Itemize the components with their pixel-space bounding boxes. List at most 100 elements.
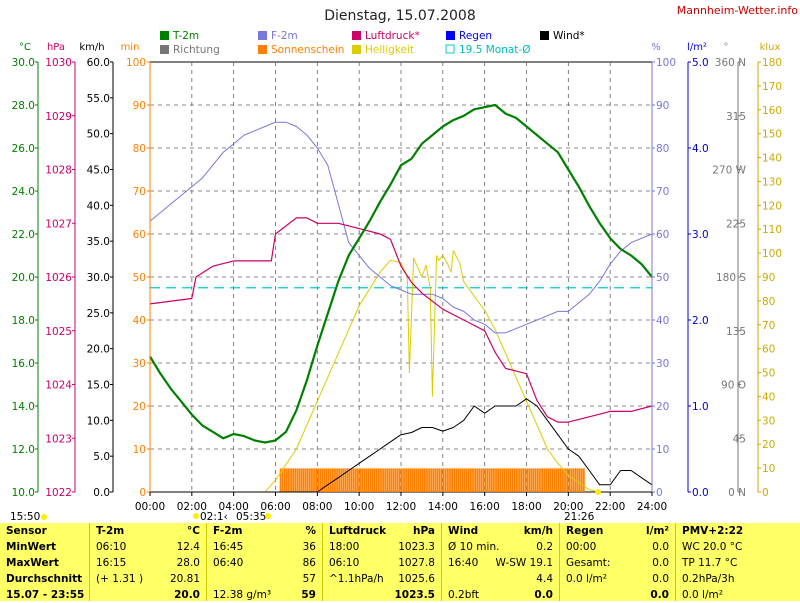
table-header: Wind km/h [442, 523, 559, 539]
axis-tick-label: 45.0 [87, 165, 110, 177]
sunshine-bar [516, 468, 518, 492]
sun-marker-icon [193, 513, 199, 519]
axis-tick-label: 10 [133, 444, 146, 456]
sunshine-bar [482, 468, 485, 492]
sunshine-bar [421, 468, 424, 492]
axis-tick-label: 20 [656, 401, 669, 413]
table-row: 15.07 - 23:55 [0, 587, 89, 603]
sunshine-bar [566, 468, 569, 492]
x-axis: 00:00 02:00 04:00 06:00 08:00 10:00 12:00 14:00… [135, 492, 667, 513]
axis-tick-label: 20 [133, 401, 146, 413]
table-header-unit: l/m² [646, 525, 669, 537]
table-column: PMV+2:22 WC 20.0 °C TP 11.7 °C 0.2hPa/3h 0.0… [676, 523, 800, 601]
table-header: F-2m% [207, 523, 322, 539]
legend-swatch [258, 31, 267, 40]
sunshine-bar [459, 468, 462, 492]
axis-tick-label: 90 [656, 100, 669, 112]
axis-tick-label: 10.0 [87, 415, 110, 427]
sunshine-bar [467, 468, 470, 492]
sunshine-bar [539, 468, 541, 492]
site-link[interactable]: Mannheim-Wetter.info [677, 4, 799, 17]
sunshine-bar [348, 468, 351, 492]
sunshine-bar [288, 468, 290, 492]
legend-swatch [540, 31, 549, 40]
axis-tick-label: 16.0 [12, 358, 35, 370]
sunshine-bar [384, 468, 387, 492]
sunshine-bar [329, 468, 332, 492]
axis-tick-label: 30 [762, 415, 775, 427]
x-axis-tick-label: 16:00 [470, 501, 500, 513]
sunshine-bar [465, 468, 468, 492]
sunshine-bar [319, 468, 322, 492]
table-row: (+ 1.31 ) 20.81 [90, 571, 206, 587]
table-header-label: Luftdruck [329, 525, 387, 537]
sunshine-bar [327, 468, 330, 492]
sunshine-bar [357, 468, 359, 492]
table-cell: MinWert [6, 541, 57, 553]
table-cell-value: 1023.5 [394, 589, 435, 601]
sunshine-bar [292, 468, 295, 492]
axis-tick-label: 80 [762, 296, 775, 308]
legend-swatch [445, 44, 455, 54]
table-cell-value: 1027.8 [398, 557, 435, 569]
sunshine-bar [336, 468, 338, 492]
axis-tick-label: 90 O [721, 380, 746, 392]
legend-label: Regen [459, 30, 492, 42]
table-cell-value: 28.0 [176, 557, 200, 569]
axis-tick-label: 180 S [716, 272, 746, 284]
axis-tick-label: 1029 [45, 111, 72, 123]
table-column: Regen l/m² 00:00 0.0 Gesamt: 0.0 0.0 l/m² 0.0 0.… [560, 523, 676, 601]
table-header: T-2m °C [90, 523, 206, 539]
sunshine-bar [338, 468, 341, 492]
unit-label-right: l/m² [687, 42, 707, 53]
axis-tick-label: 5.0 [692, 57, 709, 69]
table-header-label: PMV+2:22 [682, 525, 744, 537]
table-cell-time: Ø 10 min. [448, 541, 500, 553]
sunshine-bar [553, 468, 556, 492]
axis-tick-label: 10 [762, 463, 775, 475]
axis-tick-label: 1023 [45, 433, 72, 445]
sunshine-bar [373, 468, 376, 492]
sunshine-bar [476, 468, 479, 492]
table-cell-time: 16:40 [448, 557, 479, 569]
sun-times: 15:50 02:1‹ 05:35 21:26 [10, 489, 601, 523]
table-row: ^1.1hPa/h 1025.6 [323, 571, 441, 587]
sunshine-bar [417, 468, 420, 492]
table-cell-value: 0.0 [652, 573, 669, 585]
axis-tick-label: 12.0 [12, 444, 35, 456]
table-cell-time: 06:40 [213, 557, 244, 569]
table-row: 0.0 l/m² [676, 587, 800, 603]
sunshine-bar [486, 468, 489, 492]
legend-swatch [352, 45, 361, 54]
axis-unit-labels: °C hPa km/h min% l/m² ° klux [19, 42, 780, 53]
sunshine-bar [361, 468, 364, 492]
sunshine-bar [296, 468, 299, 492]
axis-tick-label: 60 [762, 344, 775, 356]
table-row: MinWert [0, 539, 89, 555]
table-cell-time: ^1.1hPa/h [329, 573, 384, 585]
sunshine-bar [484, 468, 487, 492]
sunshine-bar [403, 468, 405, 492]
axis-tick-label: 14.0 [12, 401, 35, 413]
axis-tick-label: 3.0 [692, 229, 709, 241]
axis-tick-label: 1.0 [692, 401, 709, 413]
sunshine-bar [545, 468, 548, 492]
table-cell-time: 06:10 [329, 557, 360, 569]
table-header-unit: °C [187, 525, 200, 537]
table-column: Luftdruck hPa 18:00 1023.3 06:10 1027.8 ^1.1hP… [323, 523, 442, 601]
table-cell: TP 11.7 °C [682, 557, 738, 569]
axis-tick-label: 50 [133, 272, 146, 284]
legend-label: Wind* [553, 30, 585, 42]
axis-tick-label: 0 [139, 487, 146, 499]
axis-tick-label: 40.0 [87, 200, 110, 212]
table-row: 00:00 0.0 [560, 539, 675, 555]
sunshine-bar [543, 468, 546, 492]
table-cell-value: 0.0 [652, 541, 669, 553]
table-row: 4.4 [442, 571, 559, 587]
axis-tick-label: 35.0 [87, 236, 110, 248]
sunshine-bar [426, 468, 428, 492]
sunshine-bar [501, 468, 504, 492]
x-axis-tick-label: 10:00 [344, 501, 374, 513]
table-row: 0.0 l/m² 0.0 [560, 571, 675, 587]
sunshine-bar [549, 468, 552, 492]
